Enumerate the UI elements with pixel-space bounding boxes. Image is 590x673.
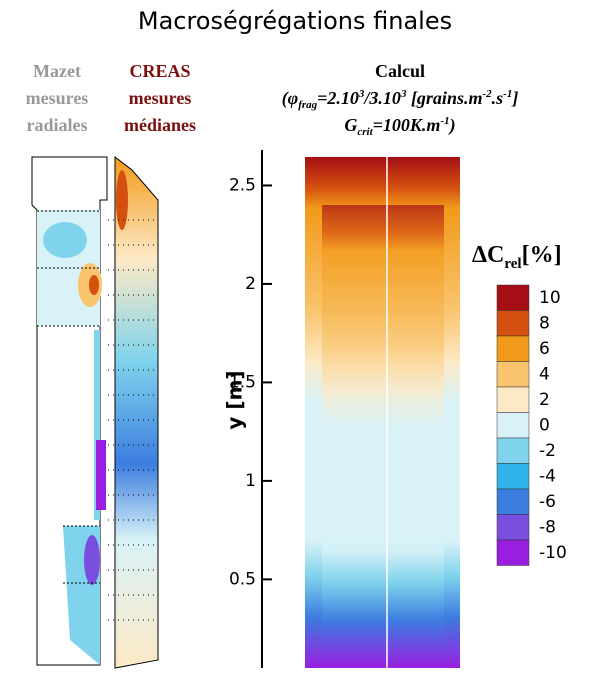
y-tick-label: 0.5 bbox=[229, 569, 256, 589]
colorbar-band bbox=[496, 335, 530, 362]
y-axis-label: y [m] bbox=[223, 370, 247, 429]
colorbar-band bbox=[496, 412, 530, 439]
colorbar-band bbox=[496, 310, 530, 337]
y-tick-label: 2.5 bbox=[229, 175, 256, 195]
label-line: mesures bbox=[129, 88, 192, 108]
colorbar-tick-label: -6 bbox=[539, 492, 556, 512]
colorbar-tick-label: -2 bbox=[539, 441, 556, 461]
label-line: radiales bbox=[27, 115, 88, 135]
y-tick-label: 1.5 bbox=[229, 372, 256, 392]
label-line: CREAS bbox=[129, 61, 190, 81]
colorbar-tick-label: -8 bbox=[539, 517, 556, 537]
calcul-label: Calcul (φfrag=2.103/3.103 [grains.m-2.s-… bbox=[282, 61, 519, 138]
calcul-map bbox=[305, 157, 460, 668]
colorbar-band bbox=[496, 539, 530, 566]
y-axis: y [m] 0.5 1 1.5 2 2.5 bbox=[223, 150, 272, 668]
y-tick-label: 2 bbox=[245, 274, 256, 294]
colorbar-tick-label: -10 bbox=[539, 543, 567, 563]
mazet-label: Mazet mesures radiales bbox=[26, 61, 89, 135]
colorbar-title: ΔCrel[%] bbox=[472, 242, 562, 272]
calcul-line3: Gcrit=100K.m-1) bbox=[344, 115, 455, 138]
colorbar-tick-label: 10 bbox=[539, 288, 561, 308]
calcul-line2: (φfrag=2.103/3.103 [grains.m-2.s-1] bbox=[282, 88, 519, 111]
creas-label: CREAS mesures médianes bbox=[124, 61, 196, 135]
y-tick-label: 1 bbox=[245, 471, 256, 491]
title: Macroségrégations finales bbox=[138, 7, 452, 35]
colorbar-tick-label: 0 bbox=[539, 415, 550, 435]
label-line: mesures bbox=[26, 88, 89, 108]
colorbar-band bbox=[496, 437, 530, 464]
colorbar-tick-label: 4 bbox=[539, 364, 550, 384]
colorbar-band bbox=[496, 386, 530, 413]
colorbar: ΔCrel[%] 10 8 6 4 2 0 -2 -4 -6 -8 -10 bbox=[472, 242, 567, 566]
colorbar-band bbox=[496, 488, 530, 515]
label-line: médianes bbox=[124, 115, 196, 135]
colorbar-tick-label: 8 bbox=[539, 313, 550, 333]
colorbar-band bbox=[496, 361, 530, 388]
colorbar-band bbox=[496, 284, 530, 311]
colorbar-tick-label: 6 bbox=[539, 339, 550, 359]
label-line: Mazet bbox=[33, 61, 81, 81]
colorbar-band bbox=[496, 463, 530, 490]
colorbar-tick-label: -4 bbox=[539, 466, 556, 486]
mazet-map bbox=[31, 156, 108, 666]
creas-map bbox=[96, 155, 159, 669]
calcul-title: Calcul bbox=[375, 61, 425, 81]
colorbar-band bbox=[496, 514, 530, 541]
colorbar-tick-label: 2 bbox=[539, 390, 550, 410]
